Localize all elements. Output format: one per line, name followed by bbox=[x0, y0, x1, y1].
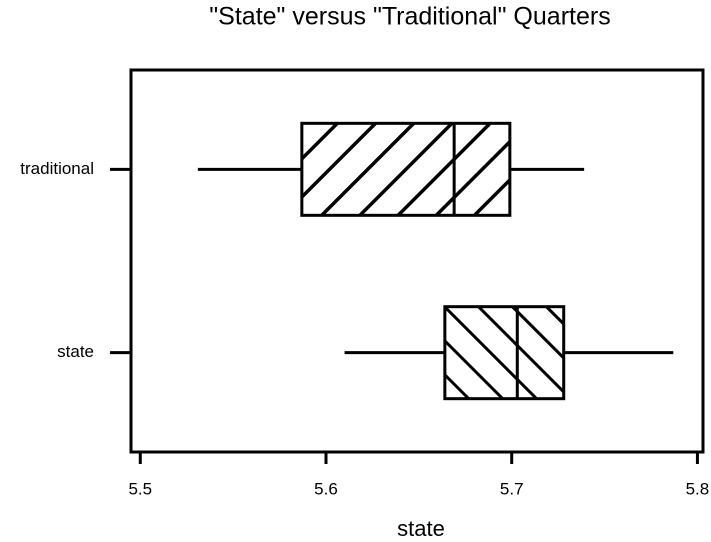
chart-title: "State" versus "Traditional" Quarters bbox=[209, 3, 610, 31]
x-tick-label: 5.6 bbox=[314, 479, 338, 498]
y-tick-label: state bbox=[57, 342, 94, 361]
box bbox=[443, 305, 566, 401]
x-tick-label: 5.8 bbox=[686, 479, 710, 498]
y-tick-label: traditional bbox=[20, 159, 94, 178]
x-tick-label: 5.5 bbox=[128, 479, 152, 498]
x-axis-label: state bbox=[397, 516, 445, 541]
box bbox=[300, 121, 512, 217]
plot-frame bbox=[129, 68, 705, 454]
x-tick-label: 5.7 bbox=[500, 479, 524, 498]
